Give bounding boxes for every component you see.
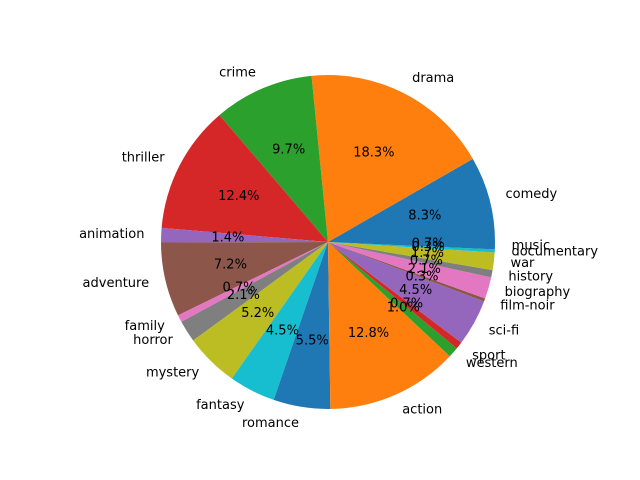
pie-slice-drama: [311, 75, 473, 242]
slice-pct-adventure: 7.2%: [214, 257, 247, 272]
pie-slice-music: [328, 242, 496, 250]
slice-pct-family: 0.7%: [222, 281, 255, 296]
slice-pct-history: 0.7%: [410, 254, 443, 269]
pie-slice-romance: [273, 242, 331, 409]
slice-label-sci-fi: sci-fi: [489, 323, 519, 338]
pie-slice-sci-fi: [328, 242, 485, 343]
slice-label-music: music: [512, 239, 550, 254]
pie-slice-biography: [328, 242, 492, 299]
pie-slice-film-noir: [328, 242, 486, 302]
slice-label-film-noir: film-noir: [500, 298, 555, 313]
pie-slice-fantasy: [231, 242, 328, 400]
slice-label-thriller: thriller: [122, 151, 166, 166]
slice-pct-romance: 5.5%: [296, 333, 329, 348]
slice-pct-music: 0.7%: [412, 237, 445, 252]
slice-label-romance: romance: [242, 416, 299, 431]
pie-slice-sport: [328, 242, 462, 349]
slice-pct-biography: 2.1%: [408, 262, 441, 277]
slice-pct-thriller: 12.4%: [218, 189, 259, 204]
pie-slice-thriller: [161, 115, 328, 242]
slice-label-sport: sport: [472, 348, 505, 363]
slice-pct-horror: 2.1%: [227, 288, 260, 303]
slice-label-family: family: [125, 319, 165, 334]
pie-slice-western: [328, 242, 457, 357]
slice-label-mystery: mystery: [146, 366, 200, 381]
pie-slice-animation: [160, 227, 328, 243]
pie-slice-documentary: [328, 242, 495, 253]
slice-label-horror: horror: [133, 333, 173, 348]
slice-pct-war: 1.7%: [411, 246, 444, 261]
slice-pct-mystery: 5.2%: [241, 306, 274, 321]
slice-pct-comedy: 8.3%: [408, 209, 441, 224]
slice-pct-drama: 18.3%: [353, 145, 394, 160]
slice-pct-crime: 9.7%: [272, 142, 305, 157]
slice-label-documentary: documentary: [511, 244, 598, 259]
pie-slice-comedy: [328, 158, 495, 242]
slice-label-western: western: [466, 356, 518, 371]
slice-label-drama: drama: [412, 71, 454, 86]
slice-label-adventure: adventure: [83, 276, 150, 291]
slice-label-history: history: [508, 269, 553, 284]
slice-pct-action: 12.8%: [348, 326, 389, 341]
pie-slice-family: [178, 242, 328, 322]
pie-slice-history: [328, 242, 493, 278]
pie-slice-mystery: [193, 242, 328, 379]
pie-slice-war: [328, 242, 495, 271]
slice-label-animation: animation: [79, 227, 144, 242]
slice-pct-western: 1.0%: [387, 301, 420, 316]
slice-pct-animation: 1.4%: [211, 230, 244, 245]
slice-label-action: action: [402, 403, 442, 418]
slice-pct-film-noir: 0.3%: [405, 269, 438, 284]
slice-label-war: war: [510, 256, 535, 271]
pie-slice-crime: [219, 75, 328, 242]
slice-pct-fantasy: 4.5%: [266, 324, 299, 339]
pie-labels: comedy 8.3% drama 18.3% crime 9.7% thriller 12.…: [79, 66, 598, 431]
slice-pct-documentary: 0.3%: [412, 240, 445, 255]
pie-slice-adventure: [161, 242, 328, 316]
slice-label-biography: biography: [505, 285, 571, 300]
pie-slice-action: [328, 242, 450, 409]
slice-pct-sport: 0.7%: [390, 297, 423, 312]
slice-label-fantasy: fantasy: [196, 398, 245, 413]
slice-label-crime: crime: [219, 66, 256, 81]
pie-slice-horror: [181, 242, 328, 341]
pie-slices: [160, 75, 496, 409]
slice-pct-sci-fi: 4.5%: [399, 283, 432, 298]
slice-label-comedy: comedy: [506, 187, 558, 202]
